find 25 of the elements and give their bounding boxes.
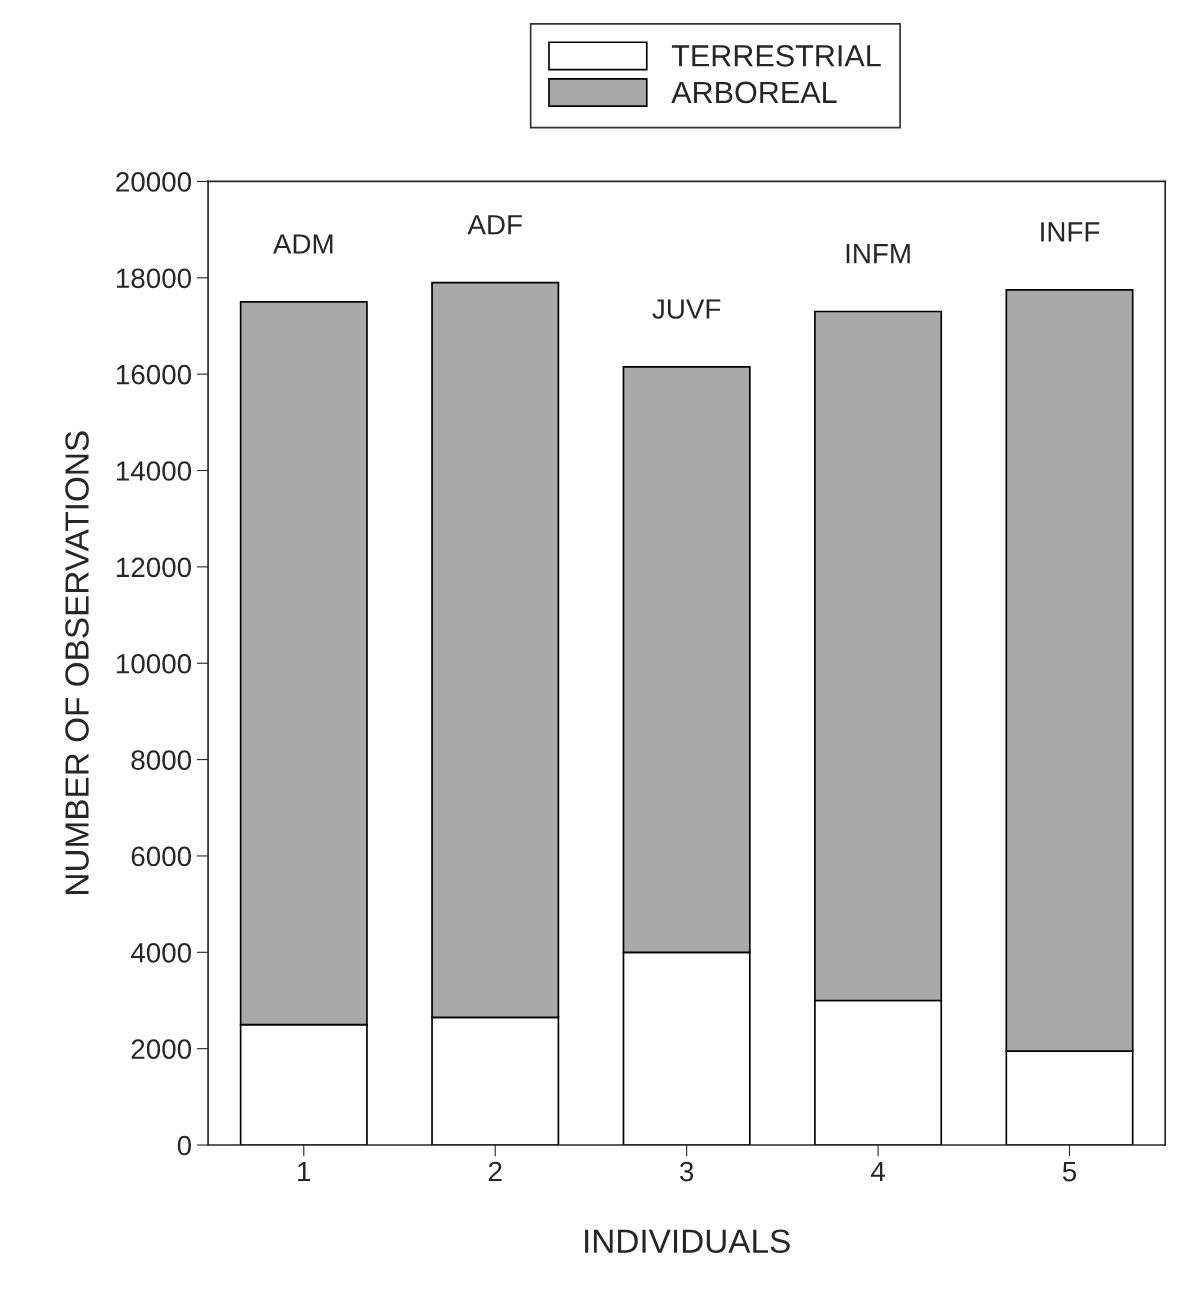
x-tick-label: 1 bbox=[298, 1162, 311, 1182]
annotation: INFM bbox=[846, 244, 910, 264]
y-axis-title: NUMBER OF OBSERVATIONS bbox=[65, 431, 89, 894]
y-tick-label: 12000 bbox=[116, 557, 192, 578]
y-tick-label: 4000 bbox=[130, 942, 192, 963]
y-tick-label: 18000 bbox=[116, 268, 192, 289]
annotation: ADM bbox=[272, 234, 333, 254]
annotation: ADF bbox=[467, 215, 522, 235]
y-tick-label: 16000 bbox=[116, 364, 192, 385]
x-tick-label: 2 bbox=[488, 1161, 502, 1182]
x-tick-label: 5 bbox=[1062, 1162, 1077, 1182]
y-tick-label: 14000 bbox=[116, 461, 192, 481]
legend-label: ARBOREAL bbox=[671, 81, 837, 104]
y-tick-label: 6000 bbox=[131, 846, 192, 867]
annotation: INFF bbox=[1041, 222, 1100, 242]
y-tick-label: 20000 bbox=[116, 172, 192, 192]
y-tick-label: 0 bbox=[177, 1135, 192, 1156]
y-tick-label: 2000 bbox=[131, 1039, 192, 1059]
x-axis-title: INDIVIDUALS bbox=[585, 1229, 790, 1254]
annotation: JUVF bbox=[652, 299, 721, 319]
y-tick-label: 8000 bbox=[131, 750, 192, 770]
x-tick-label: 3 bbox=[679, 1161, 694, 1182]
legend-label: TERRESTRIAL bbox=[671, 45, 881, 67]
y-tick-label: 10000 bbox=[116, 653, 192, 674]
x-tick-label: 4 bbox=[870, 1162, 885, 1182]
